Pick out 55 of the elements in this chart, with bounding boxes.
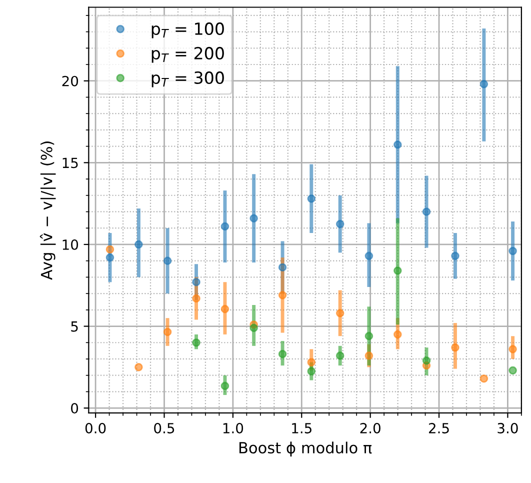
point — [508, 366, 517, 375]
point — [393, 140, 402, 149]
y-tick-label: 5 — [71, 321, 78, 332]
point — [393, 330, 402, 339]
point — [393, 266, 402, 275]
point — [422, 208, 431, 216]
point — [480, 80, 488, 88]
point — [508, 344, 517, 354]
point — [192, 294, 200, 303]
point — [278, 291, 287, 300]
point — [134, 240, 143, 249]
x-axis-title: Boost ϕ modulo π — [239, 442, 372, 456]
point — [508, 246, 517, 256]
y-tick-label: 0 — [71, 403, 78, 414]
x-tick-label: 3.0 — [498, 422, 518, 434]
point — [307, 358, 316, 366]
point — [106, 253, 114, 262]
y-tick-label: 15 — [62, 158, 78, 168]
point — [134, 362, 143, 372]
point — [336, 220, 344, 228]
y-axis-title: Avg |v̂ − v|/|v| (%) — [40, 142, 56, 280]
x-tick-label: 0.0 — [85, 422, 106, 434]
point — [278, 350, 287, 358]
point — [364, 352, 374, 360]
legend-label: p$_{T}$ = 300 — [152, 71, 224, 88]
point — [307, 367, 316, 376]
point — [220, 382, 230, 390]
x-tick-label: 0.5 — [154, 422, 174, 434]
x-tick-label: 2.0 — [360, 422, 380, 434]
x-tick-label: 1.5 — [292, 423, 312, 434]
point — [220, 304, 230, 314]
legend-label: p$_{T}$ = 200 — [152, 46, 224, 63]
point — [364, 252, 374, 260]
point — [307, 194, 316, 203]
point — [451, 343, 460, 352]
legend-label: p$_{T}$ = 100 — [152, 22, 224, 38]
point — [220, 222, 230, 231]
point — [192, 278, 200, 286]
point — [163, 328, 172, 336]
y-tick-label: 20 — [62, 76, 78, 86]
point — [336, 352, 344, 360]
point — [480, 374, 488, 383]
point — [278, 263, 287, 272]
point — [364, 332, 374, 340]
point — [192, 338, 200, 347]
point — [163, 256, 172, 265]
point — [451, 252, 460, 260]
point — [336, 309, 344, 318]
point — [106, 245, 114, 254]
y-tick-label: 10 — [62, 239, 78, 250]
point — [250, 214, 258, 222]
point — [422, 356, 431, 365]
point — [250, 324, 258, 332]
x-tick-label: 1.0 — [223, 422, 244, 434]
x-tick-label: 2.5 — [428, 422, 449, 434]
